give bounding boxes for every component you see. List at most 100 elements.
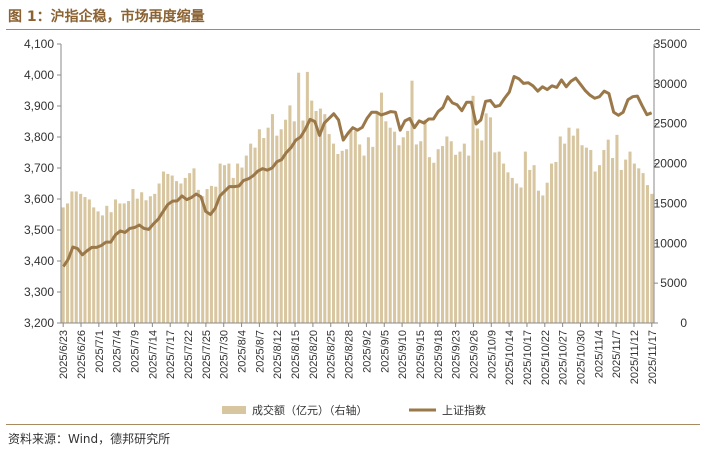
volume-bar (157, 183, 161, 323)
volume-bar (140, 192, 144, 323)
volume-bar (253, 147, 257, 323)
legend-label-index: 上证指数 (442, 403, 486, 417)
x-tick-label: 2025/9/2 (361, 330, 373, 373)
volume-bar (462, 143, 466, 323)
x-tick-label: 2025/7/4 (112, 330, 124, 373)
volume-bar (536, 190, 540, 323)
title-divider (6, 29, 700, 30)
volume-bar (340, 150, 344, 323)
volume-bar (567, 127, 571, 323)
volume-bar (161, 171, 165, 323)
x-tick-label: 2025/6/23 (58, 330, 70, 379)
x-tick-label: 2025/7/17 (165, 330, 177, 379)
legend-swatch-volume (222, 406, 246, 414)
volume-bar (83, 197, 87, 323)
right-tick-label: 30000 (654, 77, 688, 91)
volume-bar (310, 100, 314, 323)
volume-bar (100, 215, 104, 323)
volume-bar (637, 168, 641, 323)
volume-bar (502, 163, 506, 323)
source-note: 资料来源：Wind，德邦研究所 (8, 432, 171, 446)
volume-bar (79, 193, 83, 323)
volume-bar (388, 127, 392, 323)
volume-bar (467, 155, 471, 323)
x-tick-label: 2025/8/4 (237, 330, 249, 373)
volume-bar (87, 199, 91, 323)
x-tick-label: 2025/8/25 (326, 330, 338, 379)
volume-bar (297, 72, 301, 323)
volume-bar (227, 163, 231, 323)
x-tick-label: 2025/10/22 (540, 330, 552, 385)
volume-bar (327, 134, 331, 323)
volume-bar (563, 143, 567, 323)
volume-bar (454, 154, 458, 323)
volume-bar (240, 167, 244, 323)
x-tick-label: 2025/11/4 (593, 330, 605, 378)
right-tick-label: 10000 (654, 236, 688, 250)
x-tick-label: 2025/10/27 (558, 330, 570, 385)
volume-bar (175, 181, 179, 323)
volume-bar (148, 196, 152, 323)
volume-bar (179, 183, 183, 323)
volume-bar (436, 149, 440, 323)
volume-bar (331, 143, 336, 323)
volume-bar (624, 159, 628, 323)
volume-bar (493, 152, 497, 323)
volume-bar (550, 163, 554, 323)
volume-bar (419, 141, 423, 323)
volume-bar (545, 182, 549, 323)
volume-bar (410, 80, 414, 323)
x-tick-label: 2025/8/28 (344, 330, 356, 379)
volume-bars (61, 71, 654, 324)
volume-bar (135, 198, 139, 323)
x-tick-label: 2025/11/17 (647, 330, 659, 384)
right-tick-label: 20000 (654, 157, 688, 171)
x-tick-label: 2025/10/9 (486, 330, 498, 379)
volume-bar (345, 149, 349, 323)
right-tick-label: 35000 (654, 37, 688, 51)
volume-bar (131, 189, 135, 323)
volume-bar (619, 169, 623, 323)
source-divider (6, 424, 700, 425)
x-tick-label: 2025/7/14 (147, 330, 159, 379)
x-tick-label: 2025/11/12 (629, 330, 641, 384)
x-tick-label: 2025/7/9 (130, 330, 142, 373)
volume-bar (127, 201, 131, 323)
x-tick-label: 2025/9/15 (415, 330, 427, 379)
right-tick-label: 0 (680, 316, 687, 330)
x-tick-label: 2025/11/7 (611, 330, 623, 378)
volume-bar (506, 172, 510, 323)
volume-bar (66, 203, 70, 323)
volume-bar (458, 151, 462, 323)
volume-bar (480, 140, 484, 323)
volume-bar (266, 127, 270, 323)
volume-bar (153, 193, 157, 323)
volume-bar (414, 144, 418, 323)
figure-title: 图 1：沪指企稳，市场再度缩量 (8, 9, 205, 25)
volume-bar (554, 161, 558, 323)
volume-bar (236, 163, 240, 323)
volume-bar (196, 189, 200, 323)
volume-bar (519, 187, 523, 323)
left-tick-label: 3,800 (24, 130, 54, 144)
volume-bar (484, 113, 488, 323)
x-tick-label: 2025/6/26 (76, 330, 88, 379)
left-tick-label: 3,700 (24, 161, 54, 175)
left-tick-label: 4,000 (24, 68, 54, 82)
volume-bar (532, 165, 536, 323)
x-tick-label: 2025/7/1 (94, 330, 106, 373)
volume-bar (515, 183, 519, 323)
volume-bar (632, 163, 636, 323)
volume-bar (362, 155, 366, 323)
volume-bar (379, 92, 384, 323)
right-tick-label: 25000 (654, 117, 688, 131)
volume-bar (113, 199, 118, 323)
volume-bar (615, 134, 619, 323)
volume-bar (214, 186, 218, 323)
volume-bar (105, 205, 109, 323)
volume-bar (423, 119, 427, 323)
volume-bar (231, 177, 235, 323)
volume-bar (336, 154, 340, 323)
volume-bar (589, 150, 593, 323)
volume-bar (74, 191, 78, 323)
